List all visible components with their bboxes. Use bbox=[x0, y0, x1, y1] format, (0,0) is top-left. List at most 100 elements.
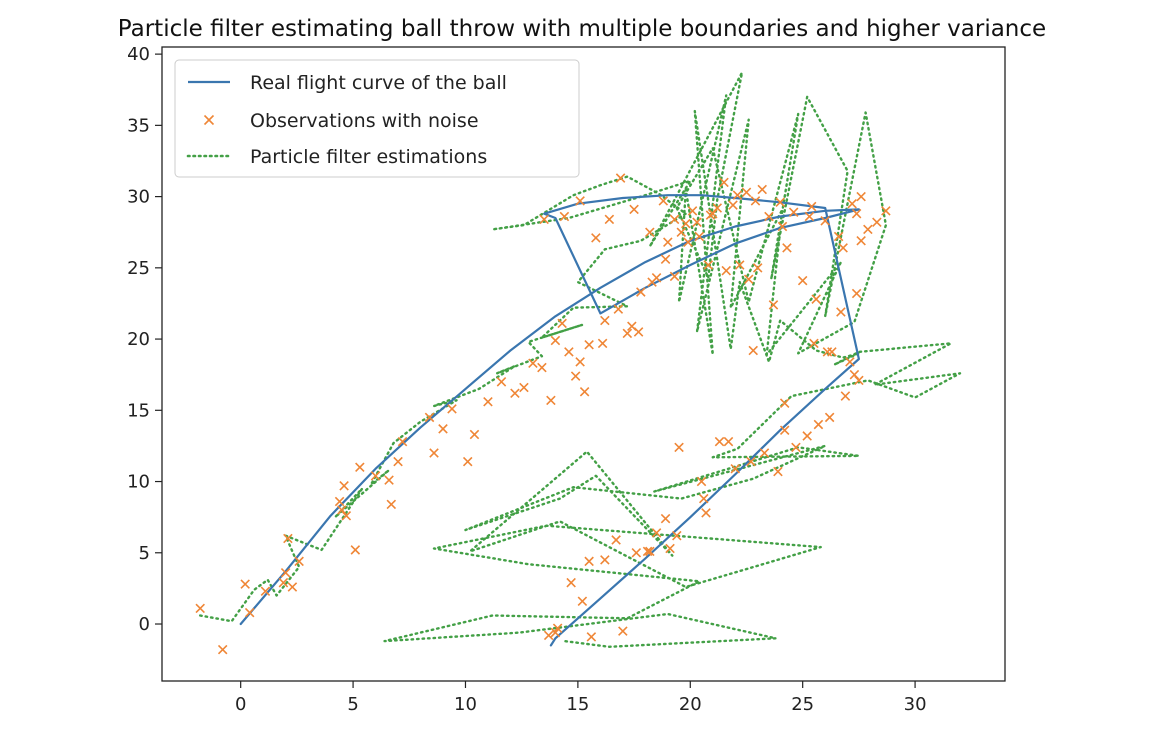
observation-point bbox=[660, 254, 671, 265]
observation-point bbox=[687, 206, 698, 216]
observation-point bbox=[779, 398, 790, 408]
observation-point bbox=[881, 206, 891, 216]
observation-point bbox=[570, 371, 581, 381]
observation-point bbox=[775, 197, 785, 208]
plot-area bbox=[195, 71, 962, 655]
observation-point bbox=[696, 476, 707, 487]
observation-point bbox=[741, 187, 752, 198]
real-flight-line bbox=[239, 194, 861, 647]
observation-point bbox=[294, 556, 304, 567]
x-tick-label: 30 bbox=[904, 694, 927, 715]
observation-point bbox=[629, 204, 639, 215]
observation-point bbox=[791, 442, 801, 453]
observation-point bbox=[788, 207, 799, 218]
observation-point bbox=[838, 243, 848, 253]
observation-point bbox=[683, 237, 693, 247]
legend-label: Real flight curve of the ball bbox=[250, 72, 507, 94]
observation-point bbox=[370, 471, 381, 481]
observation-point bbox=[600, 555, 610, 565]
axes-frame bbox=[161, 46, 1006, 682]
observation-point bbox=[833, 231, 844, 242]
observation-point bbox=[809, 338, 819, 349]
observation-point bbox=[240, 579, 250, 589]
observation-point bbox=[350, 545, 361, 555]
observation-point bbox=[820, 216, 830, 226]
observation-point bbox=[734, 260, 745, 270]
x-tick-label: 25 bbox=[791, 694, 814, 715]
observation-point bbox=[604, 214, 615, 225]
observation-point bbox=[732, 190, 743, 200]
observation-point bbox=[827, 347, 837, 357]
observation-point bbox=[591, 233, 601, 243]
observation-point bbox=[851, 208, 862, 219]
observation-point bbox=[836, 307, 846, 317]
observation-point bbox=[631, 548, 642, 558]
observation-point bbox=[665, 543, 675, 554]
observation-point bbox=[669, 214, 680, 225]
observation-point bbox=[633, 327, 644, 337]
legend: Real flight curve of the ball Observation… bbox=[174, 59, 580, 178]
observation-point bbox=[339, 481, 349, 491]
observation-point bbox=[577, 596, 588, 606]
observation-point bbox=[393, 456, 403, 467]
observation-point bbox=[645, 546, 655, 557]
observation-point bbox=[613, 304, 624, 314]
observation-point bbox=[840, 391, 851, 401]
observation-point bbox=[636, 287, 646, 297]
observation-point bbox=[260, 586, 271, 597]
x-tick-label: 5 bbox=[347, 694, 358, 715]
observation-point bbox=[872, 217, 882, 228]
observation-point bbox=[642, 546, 653, 557]
observation-point bbox=[746, 456, 756, 467]
observation-point bbox=[469, 429, 480, 440]
observation-point bbox=[651, 528, 662, 538]
observation-point bbox=[278, 577, 289, 588]
observation-point bbox=[280, 567, 291, 578]
observation-point bbox=[856, 191, 866, 202]
observation-point bbox=[676, 227, 687, 237]
observation-point bbox=[283, 533, 293, 544]
y-tick-label: 35 bbox=[127, 115, 150, 136]
observation-point bbox=[863, 224, 873, 235]
observation-point bbox=[730, 463, 741, 474]
observation-point bbox=[797, 275, 808, 286]
observation-point bbox=[845, 357, 855, 367]
observation-point bbox=[743, 274, 754, 284]
x-tick-label: 20 bbox=[679, 694, 702, 715]
observation-point bbox=[334, 496, 345, 507]
y-tick-label: 30 bbox=[127, 187, 150, 208]
observation-point bbox=[483, 396, 493, 407]
observation-point bbox=[615, 173, 626, 183]
y-tick-label: 0 bbox=[139, 614, 150, 635]
x-tick-label: 0 bbox=[235, 694, 246, 715]
observation-point bbox=[543, 630, 554, 641]
observation-point bbox=[705, 210, 716, 220]
observation-point bbox=[849, 369, 860, 380]
observation-point bbox=[782, 243, 792, 253]
y-axis: 0 5 10 15 20 25 30 35 40 bbox=[127, 44, 162, 635]
observation-point bbox=[752, 263, 763, 273]
observation-point bbox=[579, 387, 590, 397]
legend-box bbox=[174, 59, 580, 178]
observation-point bbox=[586, 632, 597, 642]
x-tick-label: 15 bbox=[566, 694, 589, 715]
observation-point bbox=[341, 510, 352, 521]
observation-point bbox=[777, 221, 788, 232]
observation-point bbox=[806, 201, 817, 212]
observation-point bbox=[748, 345, 758, 356]
observation-point bbox=[397, 436, 408, 447]
observation-point bbox=[575, 196, 585, 206]
observation-point bbox=[566, 577, 576, 588]
chart-title: Particle filter estimating ball throw wi… bbox=[118, 16, 1046, 42]
observation-point bbox=[622, 328, 633, 339]
observation-point bbox=[723, 436, 734, 447]
observation-point bbox=[611, 535, 621, 545]
observation-point bbox=[424, 412, 435, 423]
observation-point bbox=[759, 448, 770, 458]
observation-point bbox=[672, 530, 682, 541]
observation-point bbox=[447, 404, 457, 414]
observation-point bbox=[856, 235, 866, 246]
observation-point bbox=[355, 462, 365, 473]
observation-point bbox=[750, 196, 761, 206]
